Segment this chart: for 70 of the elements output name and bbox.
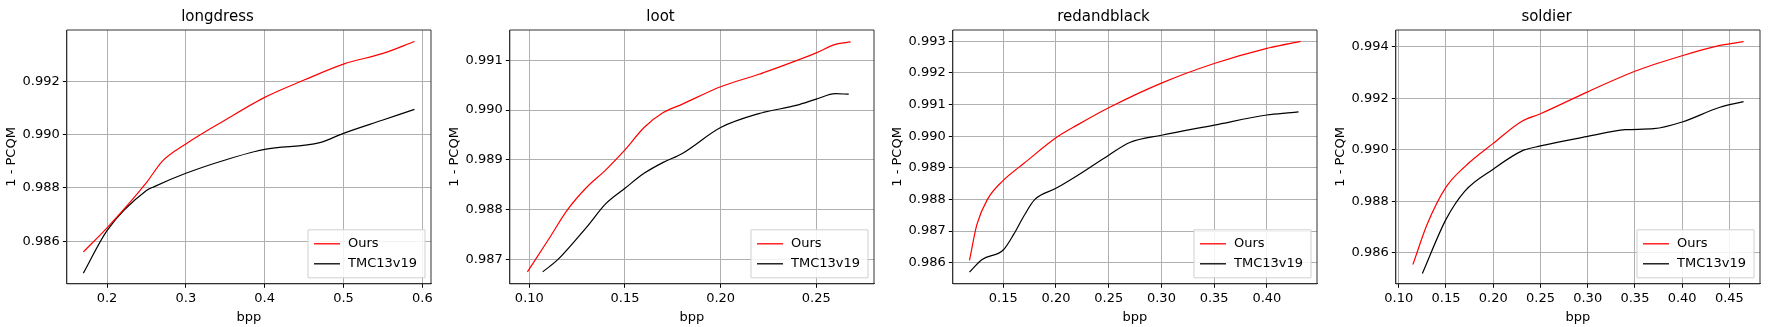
y-tick-label: 0.987 xyxy=(465,250,503,266)
x-tick-label: 0.35 xyxy=(1620,289,1650,305)
line-series xyxy=(82,108,416,274)
chart-title: soldier xyxy=(1521,6,1573,25)
y-tick-label: 0.992 xyxy=(908,64,946,80)
y-axis-title: 1 - PCQM xyxy=(889,127,905,187)
chart-title: loot xyxy=(646,6,675,25)
x-tick-label: 0.20 xyxy=(706,289,736,305)
y-tick-label: 0.993 xyxy=(908,32,946,48)
y-tick-label: 0.988 xyxy=(1351,192,1389,208)
y-tick-label: 0.990 xyxy=(908,127,946,143)
x-tick-label: 0.15 xyxy=(1431,289,1461,305)
y-tick-label: 0.991 xyxy=(465,51,503,67)
x-tick-label: 0.15 xyxy=(988,289,1018,305)
x-tick-label: 0.10 xyxy=(514,289,544,305)
x-axis-title: bpp xyxy=(236,308,262,324)
legend-label: TMC13v19 xyxy=(1232,255,1303,271)
y-tick-label: 0.991 xyxy=(908,95,946,111)
legend-label: TMC13v19 xyxy=(789,255,860,271)
x-tick-label: 0.10 xyxy=(1384,289,1414,305)
x-tick-label: 0.40 xyxy=(1252,289,1282,305)
x-tick-label: 0.20 xyxy=(1478,289,1508,305)
x-axis-title: bpp xyxy=(1565,308,1591,324)
y-tick-label: 0.988 xyxy=(908,190,946,206)
legend-label: Ours xyxy=(1233,235,1265,251)
y-axis-title: 1 - PCQM xyxy=(446,127,462,187)
y-tick-label: 0.987 xyxy=(908,222,946,238)
x-tick-label: 0.30 xyxy=(1573,289,1603,305)
y-axis-title: 1 - PCQM xyxy=(3,127,19,187)
x-tick-label: 0.6 xyxy=(411,289,433,305)
y-tick-label: 0.992 xyxy=(1351,89,1389,105)
y-tick-label: 0.989 xyxy=(908,159,946,175)
x-tick-label: 0.45 xyxy=(1714,289,1744,305)
x-tick-label: 0.3 xyxy=(175,289,197,305)
x-tick-label: 0.25 xyxy=(1094,289,1124,305)
x-tick-label: 0.40 xyxy=(1667,289,1697,305)
x-tick-label: 0.15 xyxy=(610,289,640,305)
y-tick-label: 0.990 xyxy=(1351,141,1389,157)
x-tick-label: 0.25 xyxy=(801,289,831,305)
x-tick-label: 0.5 xyxy=(333,289,354,305)
y-tick-label: 0.988 xyxy=(22,179,60,195)
line-series xyxy=(968,111,1300,273)
x-axis-title: bpp xyxy=(1122,308,1148,324)
x-tick-label: 0.20 xyxy=(1041,289,1071,305)
y-axis-title: 1 - PCQM xyxy=(1332,127,1348,187)
y-tick-label: 0.986 xyxy=(908,254,946,269)
chart-title: redandblack xyxy=(1057,6,1151,25)
y-tick-label: 0.990 xyxy=(22,126,60,142)
line-series xyxy=(1412,41,1745,266)
x-tick-label: 0.35 xyxy=(1199,289,1229,305)
line-series xyxy=(1421,101,1745,275)
legend-label: TMC13v19 xyxy=(1675,255,1746,271)
line-series xyxy=(82,40,416,253)
y-tick-label: 0.988 xyxy=(465,201,503,217)
x-tick-label: 0.4 xyxy=(254,289,276,305)
x-tick-label: 0.30 xyxy=(1146,289,1176,305)
x-tick-label: 0.2 xyxy=(96,289,118,305)
legend-label: Ours xyxy=(790,235,822,251)
y-tick-label: 0.990 xyxy=(465,101,503,117)
legend-label: TMC13v19 xyxy=(346,255,417,271)
x-axis-title: bpp xyxy=(679,308,705,324)
chart-title: longdress xyxy=(181,6,254,25)
y-tick-label: 0.986 xyxy=(1351,244,1389,260)
y-tick-label: 0.994 xyxy=(1351,38,1389,54)
y-tick-label: 0.989 xyxy=(465,151,503,167)
legend-label: Ours xyxy=(347,235,379,251)
x-tick-label: 0.25 xyxy=(1525,289,1555,305)
y-tick-label: 0.986 xyxy=(22,232,60,248)
y-tick-label: 0.992 xyxy=(22,72,60,88)
legend-label: Ours xyxy=(1676,235,1708,251)
